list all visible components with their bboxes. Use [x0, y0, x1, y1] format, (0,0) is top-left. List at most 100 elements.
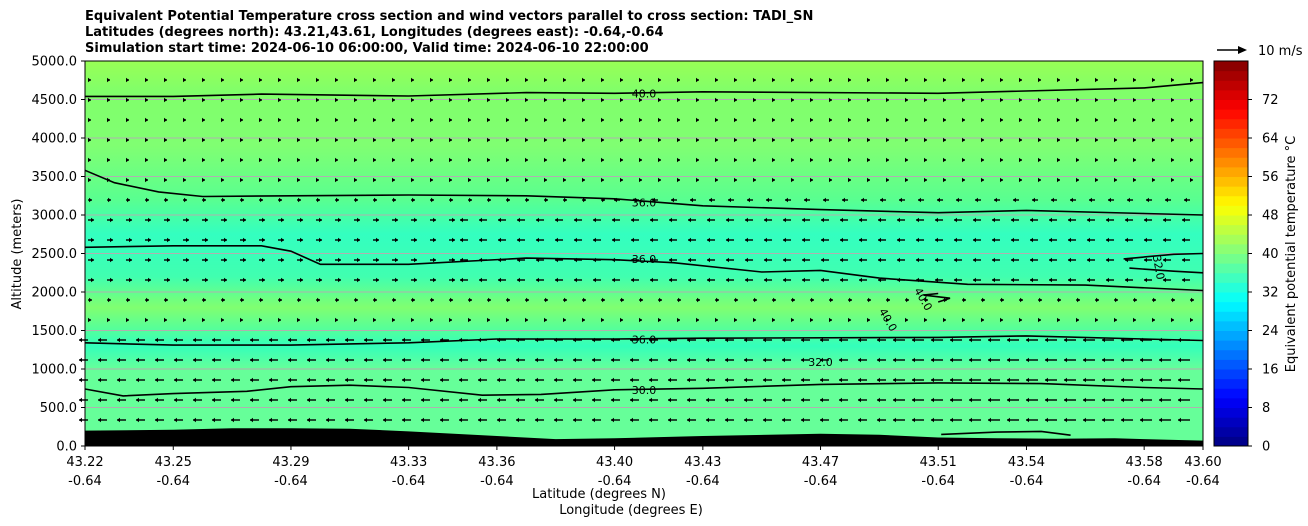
wind-vector-head: [316, 97, 319, 103]
y-tick-label: 1000.0: [32, 363, 78, 378]
wind-vector-head: [205, 257, 208, 263]
wind-vector-head: [468, 177, 471, 183]
wind-vector-head: [1038, 137, 1041, 143]
wind-vector-head: [668, 377, 671, 383]
wind-vector-head: [639, 137, 642, 143]
wind-vector-head: [734, 157, 737, 163]
wind-vector-head: [1057, 117, 1060, 123]
wind-vector-head: [414, 217, 417, 223]
wind-vector-head: [222, 197, 225, 203]
wind-vector-head: [1102, 397, 1105, 403]
wind-vector-head: [129, 277, 132, 283]
wind-vector-head: [582, 177, 585, 183]
wind-vector-head: [554, 417, 557, 423]
wind-vector-head: [203, 297, 206, 303]
wind-vector-head: [649, 397, 652, 403]
y-tick-label: 2500.0: [32, 247, 78, 262]
wind-vector-head: [279, 197, 282, 203]
wind-vector-head: [601, 317, 604, 323]
wind-vector-head: [259, 317, 262, 323]
wind-vector-head: [174, 397, 177, 403]
wind-vector-head: [421, 377, 424, 383]
wind-vector-head: [1000, 157, 1003, 163]
wind-vector-head: [677, 177, 680, 183]
wind-vector-head: [345, 377, 348, 383]
wind-vector-head: [975, 197, 978, 203]
wind-vector-head: [224, 217, 227, 223]
wind-vector-head: [205, 217, 208, 223]
wind-vector-head: [460, 217, 463, 223]
wind-vector-head: [414, 237, 417, 243]
wind-vector-head: [772, 77, 775, 83]
wind-vector-head: [677, 117, 680, 123]
wind-vector-head: [1000, 77, 1003, 83]
wind-vector-head: [450, 197, 453, 203]
wind-vector-head: [300, 237, 303, 243]
wind-vector-head: [943, 317, 946, 323]
colorbar-segment: [1214, 349, 1248, 360]
wind-vector-head: [611, 417, 614, 423]
wind-vector-head: [517, 277, 520, 283]
wind-vector-head: [601, 177, 604, 183]
wind-vector-head: [338, 237, 341, 243]
wind-vector-head: [452, 277, 455, 283]
wind-vector-head: [924, 157, 927, 163]
colorbar-tick-label: 0: [1262, 440, 1270, 455]
colorbar-segment: [1214, 320, 1248, 331]
wind-vector-head: [525, 157, 528, 163]
wind-vector-head: [763, 417, 766, 423]
wind-vector-head: [725, 357, 728, 363]
wind-vector-head: [820, 397, 823, 403]
wind-vector-head: [1171, 77, 1174, 83]
wind-vector-head: [155, 397, 158, 403]
wind-vector-head: [916, 257, 919, 263]
wind-vector-head: [145, 317, 148, 323]
wind-vector-head: [592, 357, 595, 363]
wind-vector-head: [202, 317, 205, 323]
wind-vector-head: [1114, 177, 1117, 183]
wind-vector-head: [300, 277, 303, 283]
wind-vector-head: [525, 77, 528, 83]
wind-vector-head: [906, 297, 909, 303]
wind-vector-head: [395, 217, 398, 223]
wind-vector-head: [110, 277, 113, 283]
wind-vector-head: [174, 417, 177, 423]
wind-vector-head: [1007, 417, 1010, 423]
wind-vector-head: [1032, 197, 1035, 203]
wind-vector-head: [164, 317, 167, 323]
wind-vector-head: [861, 197, 864, 203]
wind-vector-head: [1133, 317, 1136, 323]
wind-vector-head: [479, 237, 482, 243]
colorbar-tick-label: 72: [1262, 93, 1279, 108]
wind-vector-head: [707, 257, 710, 263]
wind-vector-head: [1083, 377, 1086, 383]
wind-vector-head: [364, 417, 367, 423]
wind-vector-head: [1051, 197, 1054, 203]
wind-vector-head: [1000, 97, 1003, 103]
wind-vector-head: [279, 297, 282, 303]
wind-vector-head: [1057, 317, 1060, 323]
wind-vector-head: [1102, 417, 1105, 423]
wind-vector-head: [1039, 297, 1042, 303]
wind-vector-head: [696, 77, 699, 83]
wind-vector-head: [840, 277, 843, 283]
wind-vector-head: [145, 177, 148, 183]
wind-vector-head: [338, 217, 341, 223]
wind-vector-head: [1133, 77, 1136, 83]
colorbar-segment: [1214, 234, 1248, 245]
wind-vector-head: [535, 357, 538, 363]
wind-vector-head: [497, 397, 500, 403]
wind-vector-head: [145, 137, 148, 143]
x-tick-label-lat: 43.43: [684, 455, 721, 470]
wind-vector-head: [164, 77, 167, 83]
wind-vector-head: [243, 257, 246, 263]
wind-vector-head: [671, 197, 674, 203]
wind-vector-head: [563, 97, 566, 103]
wind-vector-head: [1057, 137, 1060, 143]
colorbar-segment: [1214, 330, 1248, 341]
wind-vector-head: [269, 357, 272, 363]
wind-vector-head: [411, 317, 414, 323]
wind-vector-head: [117, 377, 120, 383]
colorbar-segment: [1214, 378, 1248, 389]
